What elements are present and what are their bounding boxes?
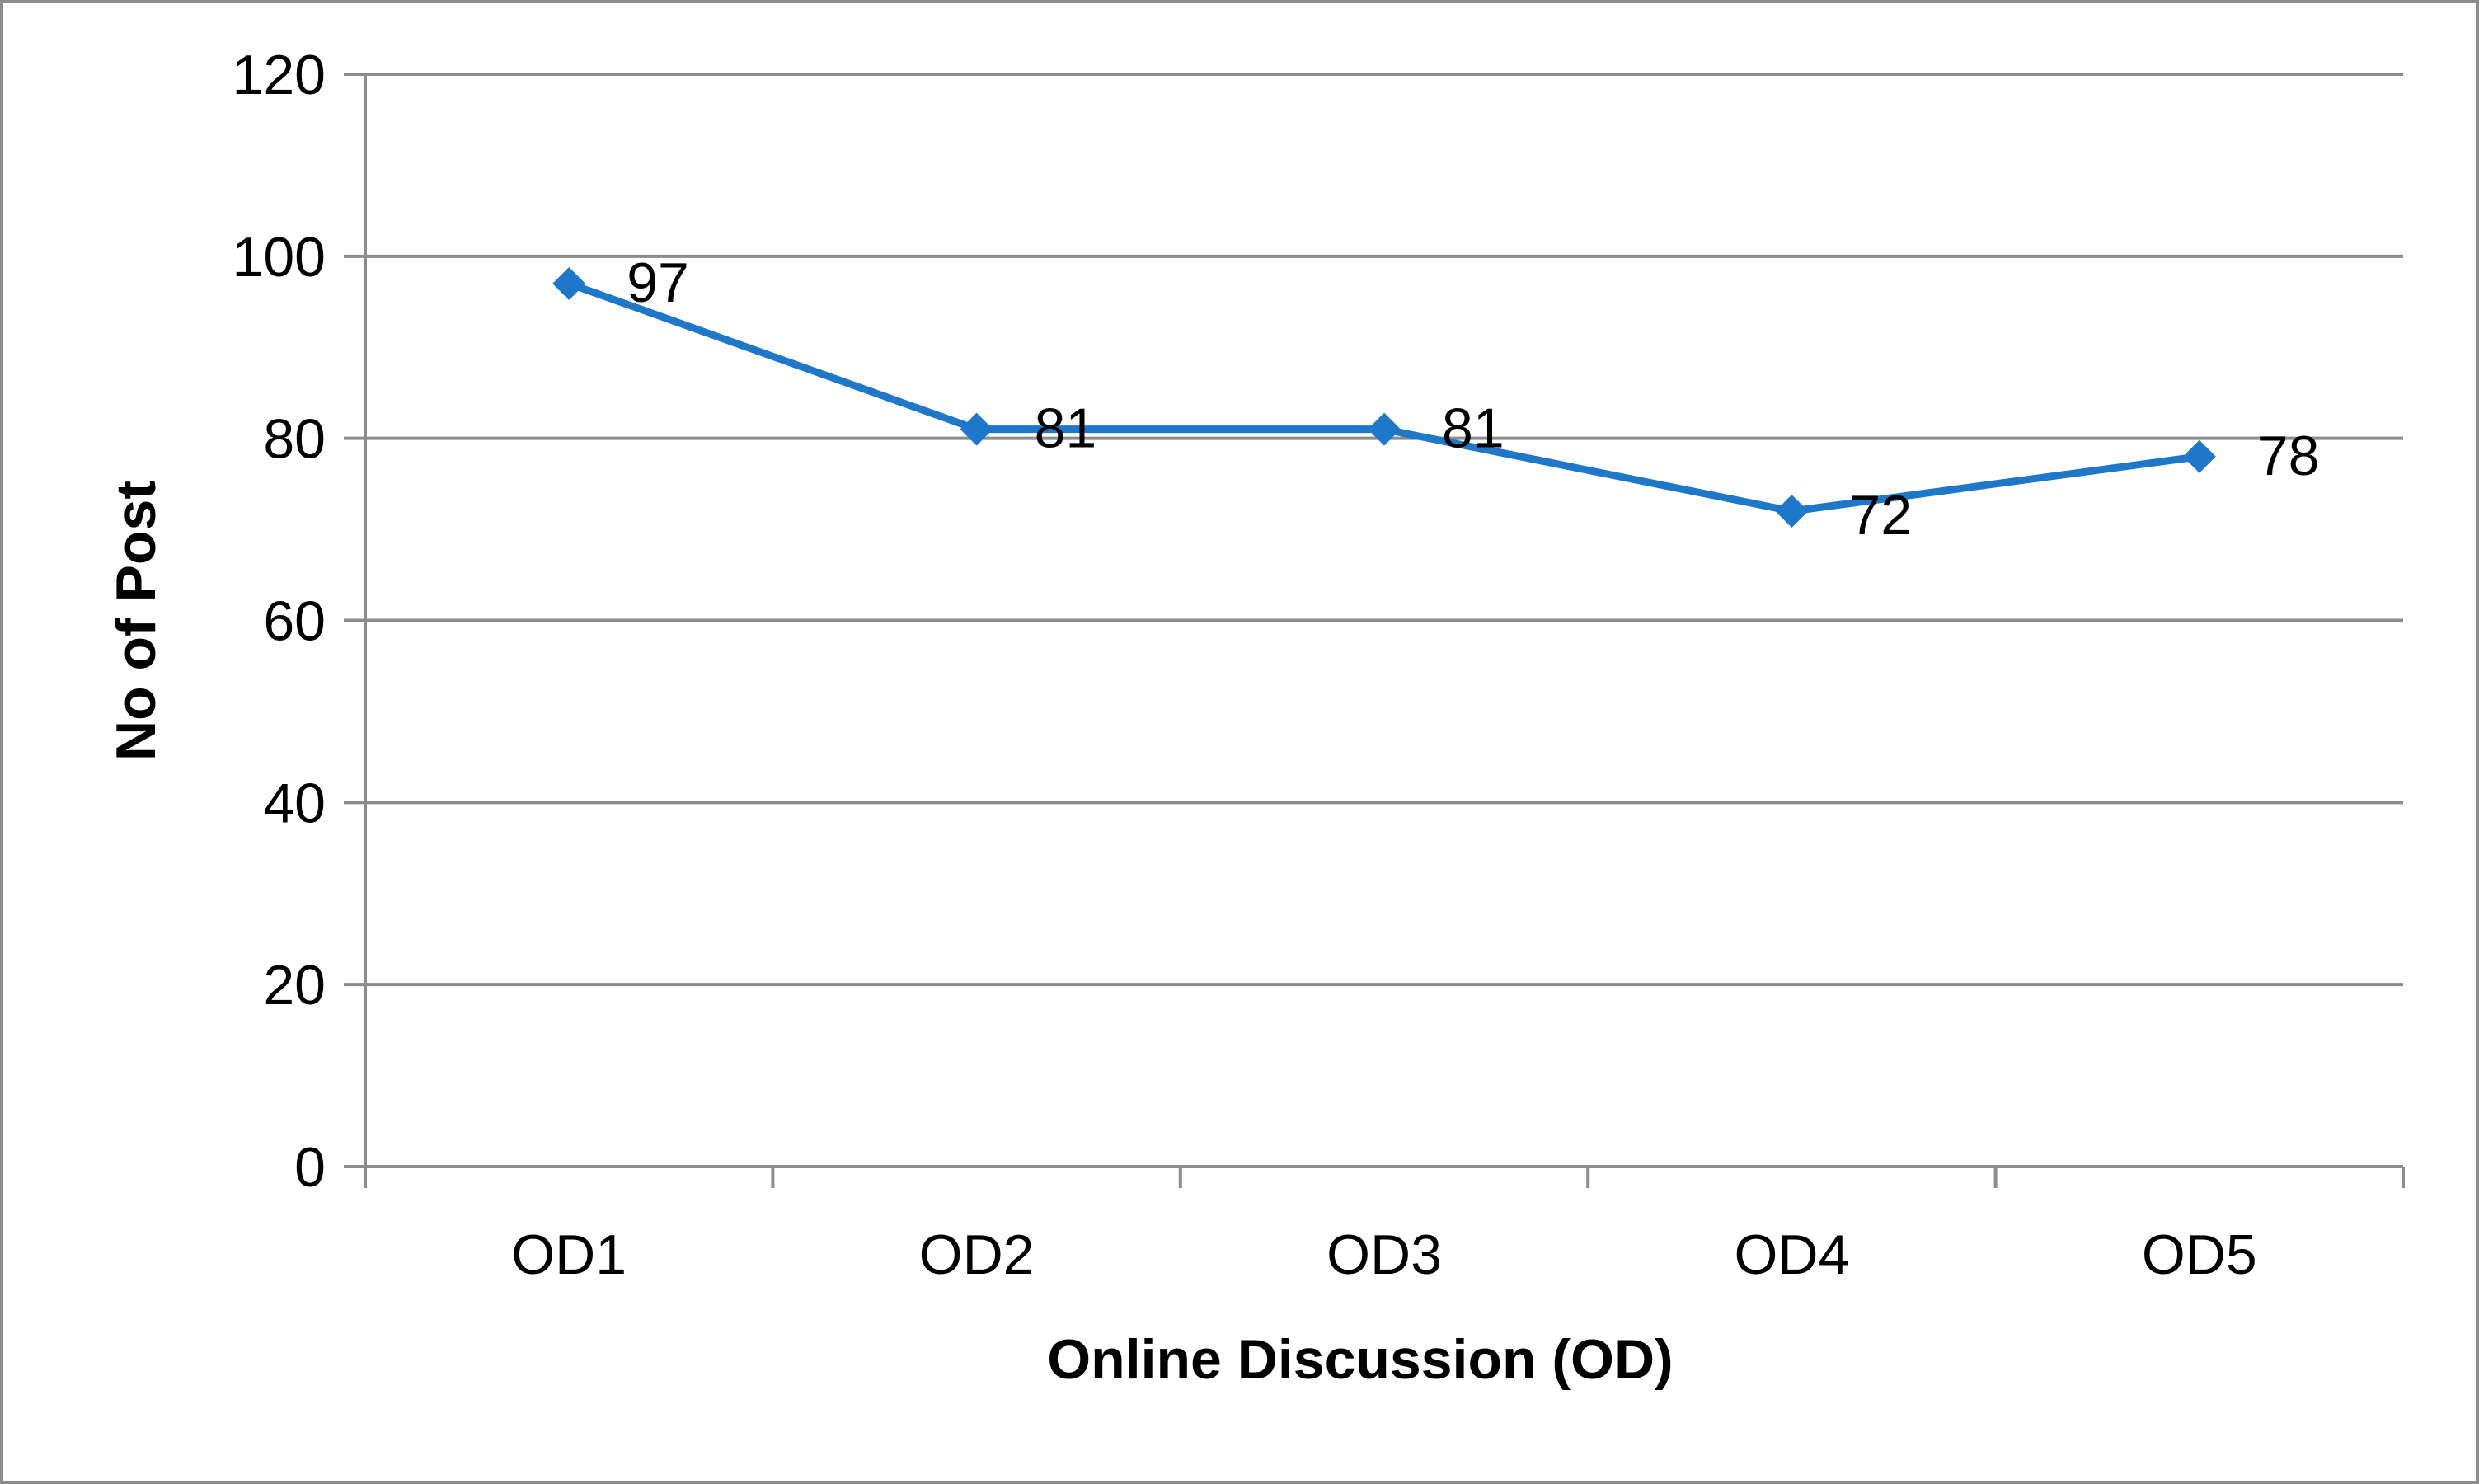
y-axis-title: No of Post bbox=[105, 481, 167, 761]
axes bbox=[344, 73, 2405, 1188]
data-point-marker bbox=[552, 266, 586, 300]
x-tick-label: OD5 bbox=[2142, 1223, 2257, 1286]
data-label: 81 bbox=[1442, 397, 1505, 460]
data-point-marker bbox=[2182, 439, 2216, 473]
series bbox=[552, 266, 2216, 528]
y-tick-label: 40 bbox=[263, 772, 326, 834]
y-tick-label: 60 bbox=[263, 590, 326, 653]
x-tick-label: OD3 bbox=[1326, 1223, 1442, 1286]
gridlines bbox=[365, 73, 2403, 987]
x-axis-title: Online Discussion (OD) bbox=[1047, 1328, 1673, 1391]
y-tick-label: 0 bbox=[294, 1136, 326, 1199]
y-tick-label: 120 bbox=[232, 44, 326, 106]
x-tick-label: OD2 bbox=[919, 1223, 1035, 1286]
data-label: 72 bbox=[1849, 484, 1912, 547]
y-tick-label: 80 bbox=[263, 408, 326, 471]
data-point-marker bbox=[960, 412, 993, 446]
data-labels: 97 81 81 72 78 bbox=[627, 251, 2319, 547]
data-label: 97 bbox=[627, 251, 689, 314]
y-tick-label: 20 bbox=[263, 954, 326, 1017]
data-point-marker bbox=[1368, 412, 1401, 446]
y-tick-label: 100 bbox=[232, 226, 326, 289]
x-tick-label: OD1 bbox=[511, 1223, 627, 1286]
data-label: 81 bbox=[1035, 397, 1097, 460]
y-tick-labels: 0 20 40 60 80 100 120 bbox=[232, 44, 326, 1199]
data-label: 78 bbox=[2257, 425, 2320, 487]
x-tick-label: OD4 bbox=[1734, 1223, 1849, 1286]
x-tick-labels: OD1 OD2 OD3 OD4 OD5 bbox=[511, 1223, 2256, 1286]
data-point-marker bbox=[1775, 495, 1809, 528]
